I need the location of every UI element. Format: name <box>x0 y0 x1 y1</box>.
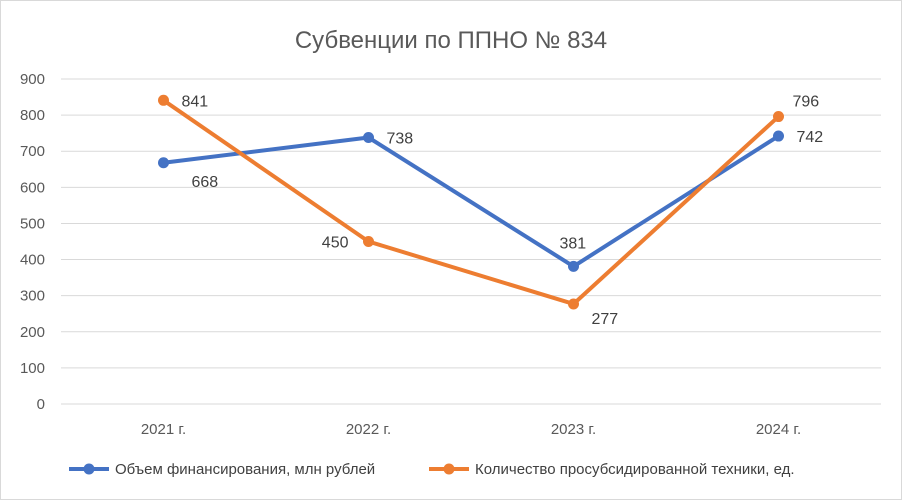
y-tick-label: 900 <box>20 71 45 88</box>
data-label: 381 <box>560 235 587 252</box>
x-tick-label: 2021 г. <box>141 421 186 438</box>
series-line-1 <box>161 134 781 269</box>
legend-label: Объем финансирования, млн рублей <box>115 461 375 478</box>
y-tick-label: 700 <box>20 143 45 160</box>
data-point[interactable] <box>773 130 784 142</box>
y-tick-label: 100 <box>20 360 45 377</box>
data-label: 796 <box>793 94 820 111</box>
y-tick-label: 300 <box>20 288 45 305</box>
grid-lines <box>61 78 881 405</box>
legend-label: Количество просубсидированной техники, е… <box>475 461 795 478</box>
data-label: 450 <box>322 235 349 252</box>
data-label: 841 <box>182 93 209 110</box>
chart-title: Субвенции по ППНО № 834 <box>295 27 607 54</box>
data-point[interactable] <box>773 111 784 123</box>
x-tick-label: 2024 г. <box>756 421 801 438</box>
y-tick-label: 0 <box>37 396 45 413</box>
data-point[interactable] <box>568 260 579 272</box>
x-axis: 2021 г. 2022 г. 2023 г. 2024 г. <box>141 421 801 438</box>
y-tick-label: 200 <box>20 324 45 341</box>
data-label: 277 <box>592 311 619 328</box>
data-point[interactable] <box>363 132 374 143</box>
y-tick-label: 600 <box>20 179 45 196</box>
data-point[interactable] <box>363 236 374 247</box>
x-tick-label: 2023 г. <box>551 421 596 438</box>
data-point[interactable] <box>158 157 169 169</box>
legend-item-1[interactable]: Объем финансирования, млн рублей <box>69 461 375 478</box>
x-tick-label: 2022 г. <box>346 421 391 438</box>
data-label: 668 <box>192 174 219 191</box>
legend-swatch-marker <box>443 463 455 475</box>
data-point[interactable] <box>568 298 579 310</box>
data-labels: 668 738 381 742 841 450 277 796 <box>182 93 824 328</box>
y-tick-label: 800 <box>20 107 45 124</box>
series <box>158 94 784 310</box>
y-axis: 0 100 200 300 400 500 600 700 800 900 <box>20 71 45 413</box>
legend[interactable]: Объем финансирования, млн рублей Количест… <box>69 461 795 478</box>
y-tick-label: 400 <box>20 252 45 269</box>
series-line-2 <box>161 98 781 306</box>
data-point[interactable] <box>158 94 169 106</box>
legend-item-2[interactable]: Количество просубсидированной техники, е… <box>429 461 795 478</box>
data-label: 738 <box>387 131 414 148</box>
y-tick-label: 500 <box>20 215 45 232</box>
legend-swatch-marker <box>83 463 95 475</box>
data-label: 742 <box>797 129 824 146</box>
